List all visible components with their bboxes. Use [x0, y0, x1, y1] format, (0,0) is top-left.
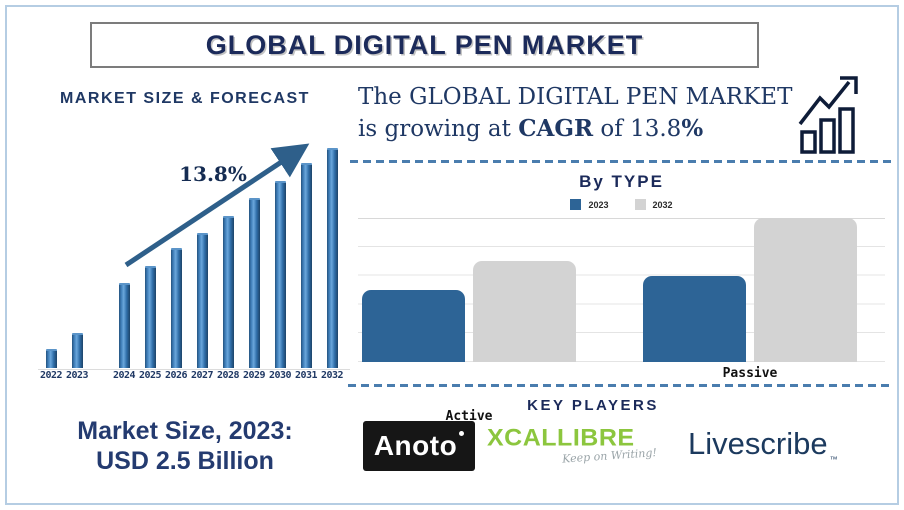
forecast-bar-column: 2026 [163, 132, 189, 385]
axis-year-label: 2032 [320, 370, 344, 381]
forecast-bar-column: 2025 [137, 132, 163, 385]
growth-chart-icon [798, 76, 858, 154]
cagr-line1: The GLOBAL DIGITAL PEN MARKET [358, 84, 793, 110]
key-players-title: KEY PLAYERS [527, 397, 659, 414]
forecast-section-title: MARKET SIZE & FORECAST [60, 90, 310, 107]
page-title: GLOBAL DIGITAL PEN MARKET [205, 29, 644, 60]
xcallibre-logo-text: XCALLIBRE [487, 424, 635, 452]
header-title-box: GLOBAL DIGITAL PEN MARKET [90, 22, 759, 68]
bar-group-active: Active [362, 261, 576, 424]
growth-rate-label: 13.8% [179, 162, 247, 186]
forecast-bar-2029 [248, 198, 260, 368]
axis-year-label: 2023 [65, 370, 89, 381]
axis-year-label: 2027 [190, 370, 214, 381]
axis-year-label: 2022 [39, 370, 63, 381]
forecast-bar-2024 [118, 283, 130, 368]
forecast-bar-2028 [222, 216, 234, 368]
axis-year-label: 2031 [294, 370, 318, 381]
cagr-strong: CAGR [518, 115, 594, 143]
cagr-text: The GLOBAL DIGITAL PEN MARKET is growing… [358, 82, 798, 145]
legend-item-2023: 2023 [570, 199, 609, 210]
livescribe-tm-mark: ™ [829, 455, 838, 464]
forecast-bar-column: 2029 [241, 132, 267, 385]
category-label-passive: Passive [722, 366, 778, 381]
forecast-bar-2025 [144, 266, 156, 368]
chart-legend: 2023 2032 [358, 199, 885, 210]
by-type-title: By TYPE [579, 172, 664, 191]
anoto-logo-text: Anoto [373, 430, 458, 461]
anoto-logo: Anoto [363, 421, 475, 471]
market-size-line1: Market Size, 2023: [77, 417, 293, 445]
bar-passive-2023 [643, 276, 746, 362]
axis-year-label: 2024 [112, 370, 136, 381]
legend-label: 2023 [588, 199, 609, 210]
cagr-banner: The GLOBAL DIGITAL PEN MARKET is growing… [358, 82, 798, 145]
dashed-divider-bottom [348, 384, 893, 387]
axis-year-label: 2028 [216, 370, 240, 381]
xcallibre-logo: XCALLIBRE Keep on Writing! [487, 424, 657, 466]
axis-year-label: 2030 [268, 370, 292, 381]
axis-year-label: 2025 [138, 370, 162, 381]
forecast-bar-2027 [196, 233, 208, 368]
bar-active-2032 [473, 261, 576, 362]
forecast-bar-2023 [71, 333, 83, 368]
bar-active-2023 [362, 290, 465, 362]
livescribe-logo-text: Livescribe [688, 426, 828, 461]
forecast-bar-2030 [274, 181, 286, 368]
forecast-bar-column: 2030 [267, 132, 293, 385]
forecast-bar-column: 2027 [189, 132, 215, 385]
forecast-bar-column: 2024 [111, 132, 137, 385]
axis-year-label: 2026 [164, 370, 188, 381]
forecast-bar-2022 [45, 349, 57, 368]
forecast-chart: 2022 2023 2024 2025 2026 2027 2028 2029 2030 2031… [38, 132, 350, 385]
forecast-bar-2026 [170, 248, 182, 368]
forecast-bar-column: 2022 [38, 132, 64, 385]
axis-year-label: 2029 [242, 370, 266, 381]
bar-passive-2032 [754, 218, 857, 362]
market-size-line2: USD 2.5 Billion [96, 447, 274, 475]
legend-label: 2032 [652, 199, 673, 210]
cagr-strong-pct: % [681, 115, 704, 143]
market-size-note: Market Size, 2023: USD 2.5 Billion [40, 416, 330, 476]
legend-swatch [570, 199, 582, 210]
bar-group-passive: Passive [643, 218, 857, 381]
forecast-bar-column: 2023 [64, 132, 90, 385]
dashed-divider-top [350, 160, 893, 163]
growth-arrow-icon [124, 143, 310, 268]
livescribe-logo: Livescribe ™ [688, 426, 838, 464]
cagr-line2-prefix: is growing at [358, 116, 519, 143]
forecast-bar-column: 2032 [319, 132, 345, 385]
cagr-line2-mid: of 13.8 [593, 116, 682, 143]
category-label-active: Active [445, 409, 493, 424]
forecast-bar-2032 [326, 148, 338, 368]
anoto-dot-icon [459, 431, 465, 436]
by-type-plot: Active Passive [358, 218, 885, 424]
legend-swatch [634, 199, 646, 210]
forecast-bar-column: 2028 [215, 132, 241, 385]
legend-item-2032: 2032 [634, 199, 673, 210]
